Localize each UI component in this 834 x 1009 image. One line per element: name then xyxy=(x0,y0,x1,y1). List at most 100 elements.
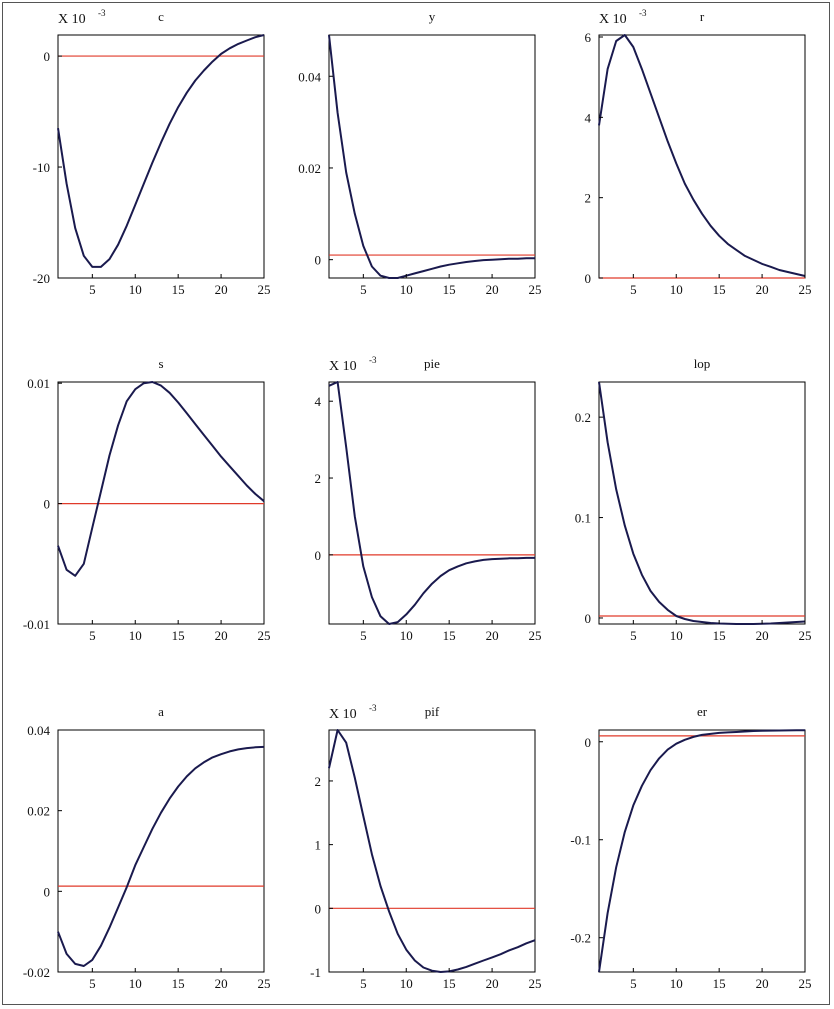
axes-box xyxy=(57,729,265,973)
x-tick-label: 20 xyxy=(756,282,769,297)
axes-box xyxy=(598,729,806,973)
x-tick-label: 5 xyxy=(630,628,637,643)
subplot-c: 5 10 15 20 25 0 -10 -20 c X 10 -3 xyxy=(33,8,271,297)
y-tick-label: -1 xyxy=(310,965,321,980)
x-tick-label: 5 xyxy=(360,628,367,643)
y-tick-label: 0.02 xyxy=(298,161,321,176)
y-tick-label: 0 xyxy=(44,884,51,899)
x-tick-label: 25 xyxy=(258,628,271,643)
x-tick-label: 5 xyxy=(89,976,96,991)
axes-box xyxy=(328,34,536,279)
y-tick-label: 0.01 xyxy=(27,376,50,391)
subplot-title: pif xyxy=(425,704,440,719)
x-tick-label: 15 xyxy=(713,976,726,991)
x-tick-label: 5 xyxy=(89,282,96,297)
axis-multiplier: X 10 xyxy=(329,707,357,722)
y-tick-label: 0.2 xyxy=(575,410,591,425)
axis-multiplier-exponent: -3 xyxy=(639,8,647,18)
x-tick-label: 5 xyxy=(360,976,367,991)
y-tick-label: 1 xyxy=(315,838,322,853)
y-tick-label: 6 xyxy=(585,30,592,45)
x-tick-label: 25 xyxy=(799,628,812,643)
series-line xyxy=(598,729,806,973)
series-line xyxy=(57,745,265,967)
x-tick-label: 10 xyxy=(129,976,142,991)
y-tick-label: 0.1 xyxy=(575,511,591,526)
series-line xyxy=(328,34,535,279)
subplot-y: 5 10 15 20 25 0 0.02 0.04 y xyxy=(298,9,541,297)
x-tick-label: 25 xyxy=(529,282,542,297)
y-tick-label: 2 xyxy=(315,471,322,486)
x-tick-label: 25 xyxy=(529,628,542,643)
subplot-title: pie xyxy=(424,356,440,371)
x-tick-label: 20 xyxy=(486,976,499,991)
axis-multiplier-exponent: -3 xyxy=(369,703,377,713)
axis-multiplier-exponent: -3 xyxy=(98,8,106,18)
y-tick-label: -0.02 xyxy=(23,965,50,980)
y-tick-label: 0 xyxy=(315,548,322,563)
x-tick-label: 10 xyxy=(670,976,683,991)
subplot-s: 5 10 15 20 25 0.01 0 -0.01 s xyxy=(23,356,271,643)
axes-box xyxy=(57,381,265,625)
x-tick-label: 15 xyxy=(713,282,726,297)
axes-box xyxy=(598,34,806,279)
y-tick-label: -20 xyxy=(33,271,50,286)
axes-box xyxy=(598,381,806,625)
subplot-a: 5 10 15 20 25 0.04 0.02 0 -0.02 a xyxy=(23,704,271,991)
x-tick-label: 15 xyxy=(443,628,456,643)
y-tick-label: 0.04 xyxy=(27,723,50,738)
y-tick-label: 0 xyxy=(44,497,51,512)
y-tick-label: 0 xyxy=(585,611,592,626)
x-tick-label: 20 xyxy=(756,976,769,991)
x-tick-label: 10 xyxy=(129,282,142,297)
subplot-title: a xyxy=(158,704,164,719)
x-tick-label: 20 xyxy=(486,282,499,297)
series-line xyxy=(328,729,536,973)
x-tick-label: 25 xyxy=(799,282,812,297)
series-line xyxy=(57,34,265,268)
subplot-title: s xyxy=(158,356,163,371)
x-tick-label: 25 xyxy=(258,282,271,297)
x-tick-label: 10 xyxy=(670,282,683,297)
x-tick-label: 5 xyxy=(630,976,637,991)
x-tick-label: 10 xyxy=(129,628,142,643)
x-tick-label: 10 xyxy=(400,282,413,297)
y-tick-label: 2 xyxy=(585,191,592,206)
axes-box xyxy=(57,34,265,279)
subplot-title: c xyxy=(158,9,164,24)
axis-multiplier: X 10 xyxy=(599,12,627,27)
x-tick-label: 15 xyxy=(172,628,185,643)
x-tick-label: 10 xyxy=(400,628,413,643)
x-tick-label: 15 xyxy=(443,976,456,991)
y-tick-label: 0.04 xyxy=(298,69,321,84)
x-tick-label: 15 xyxy=(172,976,185,991)
x-tick-label: 25 xyxy=(258,976,271,991)
subplot-title: r xyxy=(700,9,705,24)
series-line xyxy=(57,381,265,577)
y-tick-label: 0.02 xyxy=(27,804,50,819)
x-tick-label: 25 xyxy=(529,976,542,991)
series-line xyxy=(598,34,806,277)
y-tick-label: 4 xyxy=(585,110,592,125)
subplot-r: 5 10 15 20 25 0 2 4 6 r X 10 -3 xyxy=(585,8,812,297)
x-tick-label: 5 xyxy=(89,628,96,643)
x-tick-label: 20 xyxy=(486,628,499,643)
x-tick-label: 20 xyxy=(215,976,228,991)
y-tick-label: 0 xyxy=(44,49,51,64)
y-tick-label: 0 xyxy=(585,735,592,750)
x-tick-label: 5 xyxy=(630,282,637,297)
subplot-lop: 5 10 15 20 25 0 0.1 0.2 lop xyxy=(575,356,812,643)
axes-box xyxy=(328,729,536,973)
x-tick-label: 20 xyxy=(215,282,228,297)
axis-multiplier: X 10 xyxy=(329,359,357,374)
y-tick-label: 2 xyxy=(315,774,322,789)
y-tick-label: 0 xyxy=(585,271,592,286)
subplot-er: 5 10 15 20 25 0 -0.1 -0.2 er xyxy=(570,704,811,991)
y-tick-label: -0.2 xyxy=(570,931,591,946)
y-tick-label: -10 xyxy=(33,160,50,175)
subplot-title: lop xyxy=(694,356,711,371)
y-tick-label: 0 xyxy=(315,253,322,268)
